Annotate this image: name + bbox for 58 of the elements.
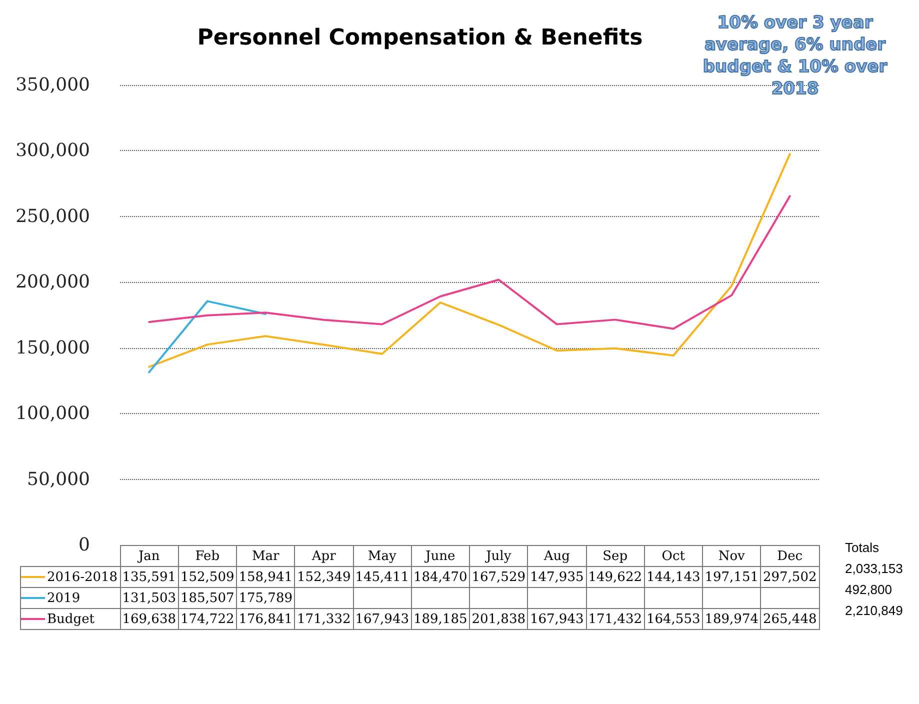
- x-tick-label: Sep: [586, 546, 644, 566]
- data-label: 135,591: [120, 566, 178, 588]
- data-label: 175,789: [236, 588, 295, 608]
- data-label: 164,553: [644, 608, 702, 630]
- x-tick-label: July: [470, 546, 528, 566]
- x-tick-label: Apr: [294, 546, 353, 566]
- chart-title: Personnel Compensation & Benefits: [197, 26, 643, 50]
- x-tick-label: Oct: [644, 546, 702, 566]
- y-tick-label: 300,000: [16, 140, 90, 162]
- data-label: 131,503: [120, 588, 178, 608]
- legend-label: Budget: [20, 608, 120, 630]
- data-label: 145,411: [353, 566, 412, 588]
- y-tick-label: 350,000: [16, 74, 90, 96]
- data-label: 297,502: [760, 566, 819, 588]
- data-label: 265,448: [760, 608, 819, 630]
- data-label: 171,332: [294, 608, 353, 630]
- y-tick-label: 200,000: [16, 272, 90, 293]
- x-tick-label: Nov: [702, 546, 761, 566]
- data-label: 167,943: [353, 608, 412, 630]
- x-tick-label: Mar: [236, 546, 295, 566]
- data-label: 176,841: [236, 608, 295, 630]
- data-label: 201,838: [470, 608, 528, 630]
- text: 492,800: [845, 581, 893, 599]
- data-label: 152,509: [178, 566, 236, 588]
- text: 2,033,153: [845, 560, 903, 578]
- data-label: 171,432: [586, 608, 644, 630]
- line-series: [148, 152, 791, 368]
- legend-label: 2016-2018: [20, 566, 120, 588]
- text: 2,210,849: [845, 602, 903, 620]
- data-label: 144,143: [644, 566, 702, 588]
- y-tick-label: 150,000: [16, 337, 90, 358]
- data-label: 174,722: [178, 608, 236, 630]
- data-label: 167,943: [528, 608, 586, 630]
- data-label: 189,974: [702, 608, 761, 630]
- x-tick-label: Dec: [760, 546, 819, 566]
- data-label: 158,941: [236, 566, 295, 588]
- legend-label: 2019: [20, 588, 120, 608]
- y-tick-label: 50,000: [27, 468, 90, 490]
- data-label: 152,349: [294, 566, 353, 588]
- data-label: 169,638: [120, 608, 178, 630]
- annotation: 10% over 3 year average, 6% under budget & 10% over 2018: [702, 12, 888, 100]
- line-series: [148, 195, 791, 330]
- y-tick-label: 0: [78, 534, 90, 556]
- data-label: 189,185: [411, 608, 470, 630]
- y-tick-label: 100,000: [16, 403, 90, 424]
- y-tick-label: 250,000: [16, 206, 90, 227]
- data-label: 147,935: [528, 566, 586, 588]
- text: Totals: [845, 539, 880, 557]
- data-label: 197,151: [702, 566, 761, 588]
- data-label: 185,507: [178, 588, 236, 608]
- x-tick-label: Feb: [178, 546, 236, 566]
- data-label: 149,622: [586, 566, 644, 588]
- x-tick-label: June: [411, 546, 470, 566]
- x-tick-label: Jan: [120, 546, 178, 566]
- data-label: 184,470: [411, 566, 470, 588]
- x-tick-label: Aug: [528, 546, 586, 566]
- x-tick-label: May: [353, 546, 412, 566]
- data-label: 167,529: [470, 566, 528, 588]
